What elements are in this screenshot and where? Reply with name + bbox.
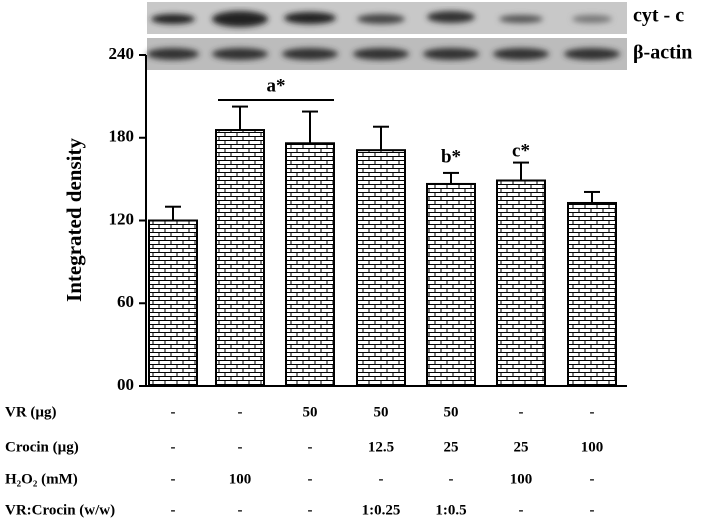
band [493, 48, 549, 60]
y-tick-label: 00 [117, 375, 134, 394]
table-cell: - [308, 502, 313, 518]
table-cell: 12.5 [368, 439, 394, 455]
band [282, 48, 338, 60]
table-cell: - [238, 502, 243, 518]
band [147, 48, 199, 60]
y-tick-label: 120 [109, 209, 135, 228]
table-cell: - [590, 404, 595, 420]
bar [285, 142, 335, 387]
error-bar [584, 190, 600, 203]
table-cell: 50 [444, 404, 459, 420]
error-bar [373, 125, 389, 151]
error-bar [302, 110, 318, 144]
y-tick-label: 240 [109, 44, 135, 63]
blot-label: β-actin [633, 42, 692, 64]
band [564, 48, 620, 60]
western-blot: cyt - c β-actin [147, 2, 692, 70]
table-cell: 100 [581, 439, 604, 455]
row-label: Crocin (µg) [5, 439, 79, 455]
bar [496, 179, 546, 387]
bar [567, 201, 617, 387]
y-axis-label: Integrated density [62, 138, 86, 302]
band [212, 11, 268, 27]
band [353, 48, 409, 60]
y-tick-label: 60 [117, 292, 134, 311]
table-cell: - [171, 502, 176, 518]
table-cell: - [449, 471, 454, 487]
row-label: VR:Crocin (w/w) [5, 502, 115, 518]
table-cell: - [171, 404, 176, 420]
y-tick-label: 180 [109, 127, 135, 146]
blot-label: cyt - c [633, 5, 684, 27]
error-bar [443, 171, 459, 184]
table-cell: - [590, 502, 595, 518]
bar [356, 149, 406, 387]
table-cell: - [238, 439, 243, 455]
table-cell: - [379, 471, 384, 487]
error-bar [513, 161, 529, 181]
table-cell: 25 [514, 439, 529, 455]
table-cell: - [238, 404, 243, 420]
band [357, 14, 405, 24]
table-cell: 25 [444, 439, 459, 455]
error-bar [165, 205, 181, 221]
table-cell: 1:0.25 [362, 502, 401, 518]
band [212, 48, 268, 60]
error-bar [232, 105, 248, 131]
bar [148, 219, 198, 387]
bar [215, 129, 265, 387]
band [151, 14, 195, 24]
table-cell: 50 [374, 404, 389, 420]
table-cell: - [590, 471, 595, 487]
band [427, 11, 475, 23]
table-cell: 100 [510, 471, 533, 487]
table-cell: - [171, 471, 176, 487]
table-cell: 1:0.5 [435, 502, 466, 518]
table-cell: 50 [303, 404, 318, 420]
band [423, 48, 479, 60]
table-cell: - [171, 439, 176, 455]
annotation: a* [267, 75, 286, 96]
table-cell: - [519, 502, 524, 518]
annotation: c* [512, 140, 530, 161]
band [284, 12, 336, 24]
table-cell: 100 [229, 471, 252, 487]
row-label: H₂O₂ (mM) [5, 471, 78, 487]
band [572, 15, 612, 23]
annotation: b* [441, 146, 461, 167]
band [499, 15, 543, 23]
table-cell: - [308, 471, 313, 487]
row-label: VR (µg) [5, 404, 57, 420]
table-cell: - [308, 439, 313, 455]
bar [426, 182, 476, 387]
table-cell: - [519, 404, 524, 420]
